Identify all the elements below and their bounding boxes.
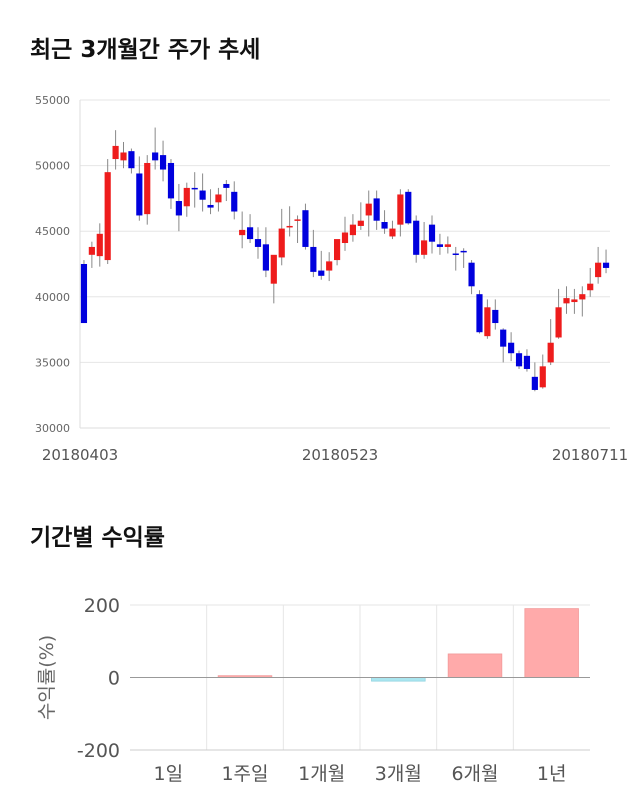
candle-body	[112, 145, 119, 160]
candle-body	[460, 250, 467, 253]
candle-body	[381, 222, 388, 229]
candle-body	[428, 224, 436, 242]
candle-body	[492, 309, 499, 324]
candle-body	[539, 366, 546, 388]
return-bar	[371, 677, 426, 682]
x-tick-label: 20180523	[302, 446, 378, 464]
candle-body	[120, 152, 127, 161]
candle-body	[262, 244, 269, 271]
candle-body	[349, 224, 356, 236]
return-bar	[447, 653, 503, 678]
x-tick-label: 1주일	[221, 763, 268, 785]
y-tick-label: 45000	[35, 225, 70, 238]
candle-body	[500, 329, 507, 347]
candle-body	[239, 229, 246, 236]
candle-body	[88, 246, 95, 255]
candle-body	[484, 307, 491, 337]
candle-body	[159, 155, 167, 170]
candle-body	[476, 294, 483, 333]
candle-body	[104, 172, 111, 261]
candle-body	[207, 204, 214, 208]
candle-body	[365, 203, 372, 216]
x-tick-label: 20180711	[552, 446, 628, 464]
y-tick-label: 0	[108, 668, 120, 690]
candle-body	[286, 225, 293, 228]
candle-body	[175, 201, 182, 216]
y-tick-label: 40000	[35, 291, 70, 304]
candle-body	[191, 187, 198, 190]
candle-body	[436, 244, 444, 247]
candle-body	[96, 233, 103, 257]
price-trend-title: 최근 3개월간 주가 추세	[30, 37, 261, 63]
candle-body	[144, 162, 151, 215]
candle-body	[373, 198, 380, 221]
candle-body	[444, 244, 451, 247]
candle-body	[128, 151, 135, 169]
candle-body	[357, 220, 364, 226]
candle-body	[563, 298, 570, 304]
candle-body	[152, 152, 159, 161]
candle-body	[326, 261, 333, 271]
candle-body	[389, 228, 396, 237]
candle-body	[421, 240, 428, 255]
candle-body	[270, 254, 277, 284]
x-tick-label: 1일	[154, 763, 184, 785]
candle-body	[397, 194, 404, 225]
candle-body	[183, 187, 190, 207]
candle-body	[254, 239, 262, 247]
candle-body	[310, 246, 317, 272]
y-tick-label: 55000	[35, 94, 70, 107]
candle-body	[80, 264, 88, 324]
candle-body	[579, 294, 586, 300]
candle-body	[405, 191, 412, 224]
x-tick-label: 20180403	[42, 446, 118, 464]
candle-body	[452, 253, 459, 256]
candle-body	[595, 262, 602, 278]
y-tick-label: 35000	[35, 356, 70, 369]
candle-body	[587, 283, 594, 291]
price-candlestick-chart: 55000 50000 45000 40000 35000 30000 20180403 20…	[35, 94, 628, 464]
candle-body	[302, 210, 309, 247]
candle-body	[413, 220, 420, 255]
candle-body	[555, 307, 562, 338]
candle-body	[167, 162, 175, 199]
return-bar	[524, 608, 579, 678]
candle-body	[341, 232, 349, 244]
candle-body	[508, 342, 515, 354]
candle-body	[602, 262, 610, 268]
x-tick-label: 1년	[537, 763, 567, 785]
candle-body	[523, 355, 531, 369]
candle-body	[515, 353, 523, 367]
y-tick-label: 50000	[35, 160, 70, 173]
x-tick-label: 3개월	[375, 763, 422, 785]
y-axis-label: 수익률(%)	[36, 635, 58, 720]
y-tick-label: -200	[77, 740, 120, 762]
candle-body	[223, 183, 230, 188]
candle-body	[278, 228, 285, 258]
candle-body	[571, 299, 578, 303]
candle-body	[136, 173, 143, 216]
candle-body	[231, 191, 238, 212]
candle-body	[531, 376, 538, 390]
y-tick-label: 30000	[35, 422, 70, 435]
candle-body	[294, 219, 301, 221]
x-tick-label: 6개월	[451, 763, 498, 785]
candle-body	[468, 262, 475, 287]
candle-body	[334, 239, 341, 261]
candle-body	[547, 342, 554, 363]
y-tick-label: 200	[84, 595, 120, 617]
returns-title: 기간별 수익률	[30, 525, 165, 551]
x-tick-label: 1개월	[298, 763, 345, 785]
candle-body	[318, 270, 325, 276]
candle-body	[199, 190, 206, 200]
candle-body	[215, 194, 222, 203]
candle-body	[246, 227, 254, 240]
